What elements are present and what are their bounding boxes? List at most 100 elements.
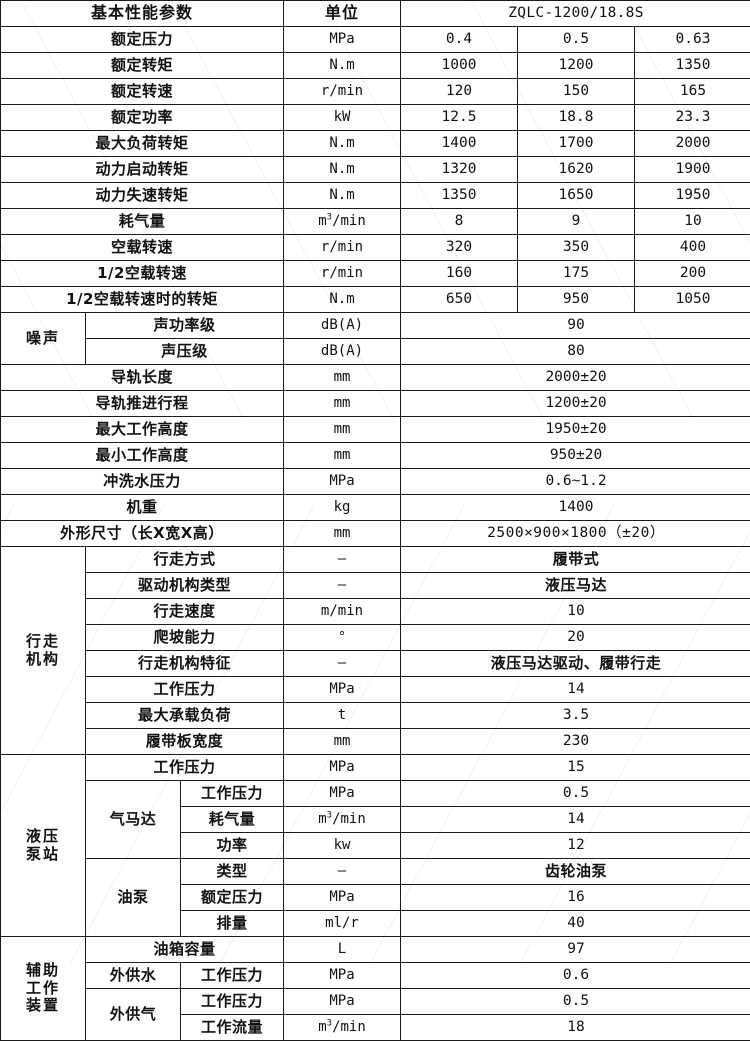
row-unit: mm (284, 417, 401, 443)
row-unit: MPa (284, 27, 401, 53)
row-unit: — (284, 547, 401, 573)
row-value: 97 (401, 937, 750, 963)
row-label: 功率 (181, 833, 284, 859)
row-unit: r/min (284, 261, 401, 287)
row-value: 230 (401, 729, 750, 755)
row-value: 14 (401, 807, 750, 833)
row-value-3: 23.3 (635, 105, 750, 131)
row-value: 0.6~1.2 (401, 469, 750, 495)
row-unit: m3/min (284, 807, 401, 833)
table-row: 冲洗水压力 MPa 0.6~1.2 (1, 469, 750, 495)
row-label: 导轨长度 (1, 365, 284, 391)
row-value-3: 1350 (635, 53, 750, 79)
row-value: 16 (401, 885, 750, 911)
row-label: 冲洗水压力 (1, 469, 284, 495)
row-label: 最大负荷转矩 (1, 131, 284, 157)
row-unit: m/min (284, 599, 401, 625)
group-label-line2: 泵站 (26, 845, 60, 863)
row-value-2: 1700 (518, 131, 635, 157)
group-label-line1: 辅助 (26, 961, 60, 979)
table-row: 液压泵站 工作压力 MPa 15 (1, 755, 750, 781)
row-label: 油箱容量 (86, 937, 284, 963)
row-value-1: 1350 (401, 183, 518, 209)
row-label: 导轨推进行程 (1, 391, 284, 417)
row-unit: N.m (284, 287, 401, 313)
row-unit: MPa (284, 469, 401, 495)
row-label: 1/2空载转速 (1, 261, 284, 287)
row-label: 空载转速 (1, 235, 284, 261)
row-value-2: 350 (518, 235, 635, 261)
row-unit: mm (284, 443, 401, 469)
table-row: 外供水 工作压力 MPa 0.6 (1, 963, 750, 989)
row-value: 0.6 (401, 963, 750, 989)
row-unit: mm (284, 521, 401, 547)
row-value-2: 1650 (518, 183, 635, 209)
table-row: 额定转矩 N.m 1000 1200 1350 (1, 53, 750, 79)
row-value-3: 400 (635, 235, 750, 261)
row-value: 1400 (401, 495, 750, 521)
table-row: 耗气量 m3/min 8 9 10 (1, 209, 750, 235)
table-row: 机重 kg 1400 (1, 495, 750, 521)
row-value: 14 (401, 677, 750, 703)
row-unit: N.m (284, 53, 401, 79)
row-label: 额定转速 (1, 79, 284, 105)
row-unit: r/min (284, 79, 401, 105)
subgroup-label-air-motor: 气马达 (86, 781, 181, 859)
row-label: 额定压力 (1, 27, 284, 53)
table-row: 空载转速 r/min 320 350 400 (1, 235, 750, 261)
row-unit: dB(A) (284, 339, 401, 365)
group-label-travel: 行走机构 (1, 547, 86, 755)
table-row: 履带板宽度 mm 230 (1, 729, 750, 755)
row-value-3: 165 (635, 79, 750, 105)
row-label: 驱动机构类型 (86, 573, 284, 599)
row-unit: N.m (284, 131, 401, 157)
row-label: 最小工作高度 (1, 443, 284, 469)
row-value-3: 200 (635, 261, 750, 287)
row-label: 爬坡能力 (86, 625, 284, 651)
row-unit: m3/min (284, 209, 401, 235)
row-value-2: 950 (518, 287, 635, 313)
row-value-1: 1000 (401, 53, 518, 79)
row-value: 3.5 (401, 703, 750, 729)
row-label: 类型 (181, 859, 284, 885)
row-value: 0.5 (401, 781, 750, 807)
group-label-auxiliary: 辅助工作装置 (1, 937, 86, 1041)
row-value: 履带式 (401, 547, 750, 573)
row-value-1: 8 (401, 209, 518, 235)
row-unit: — (284, 859, 401, 885)
row-label: 工作压力 (86, 755, 284, 781)
row-label: 最大工作高度 (1, 417, 284, 443)
row-value: 齿轮油泵 (401, 859, 750, 885)
row-value-3: 2000 (635, 131, 750, 157)
row-value: 10 (401, 599, 750, 625)
row-unit: r/min (284, 235, 401, 261)
table-row: 1/2空载转速时的转矩 N.m 650 950 1050 (1, 287, 750, 313)
row-value: 液压马达驱动、履带行走 (401, 651, 750, 677)
row-label: 排量 (181, 911, 284, 937)
row-unit: dB(A) (284, 313, 401, 339)
row-value-3: 1950 (635, 183, 750, 209)
row-label: 声功率级 (86, 313, 284, 339)
row-unit: kW (284, 105, 401, 131)
row-label: 工作压力 (181, 989, 284, 1015)
row-label: 声压级 (86, 339, 284, 365)
table-row: 辅助工作装置 油箱容量 L 97 (1, 937, 750, 963)
group-label-line3: 装置 (26, 996, 60, 1014)
row-value: 950±20 (401, 443, 750, 469)
row-value-2: 18.8 (518, 105, 635, 131)
row-value-1: 1400 (401, 131, 518, 157)
row-value-3: 10 (635, 209, 750, 235)
row-value: 1200±20 (401, 391, 750, 417)
header-param-title: 基本性能参数 (1, 1, 284, 27)
row-unit: mm (284, 729, 401, 755)
row-label-dimensions: 外形尺寸（长X宽X高） (1, 521, 284, 547)
table-row: 行走速度 m/min 10 (1, 599, 750, 625)
row-value-3: 1900 (635, 157, 750, 183)
row-label: 额定功率 (1, 105, 284, 131)
header-model-title: ZQLC-1200/18.8S (401, 1, 750, 27)
table-row: 驱动机构类型 — 液压马达 (1, 573, 750, 599)
row-value: 0.5 (401, 989, 750, 1015)
table-row: 工作压力 MPa 14 (1, 677, 750, 703)
group-label-line2: 机构 (26, 650, 60, 668)
